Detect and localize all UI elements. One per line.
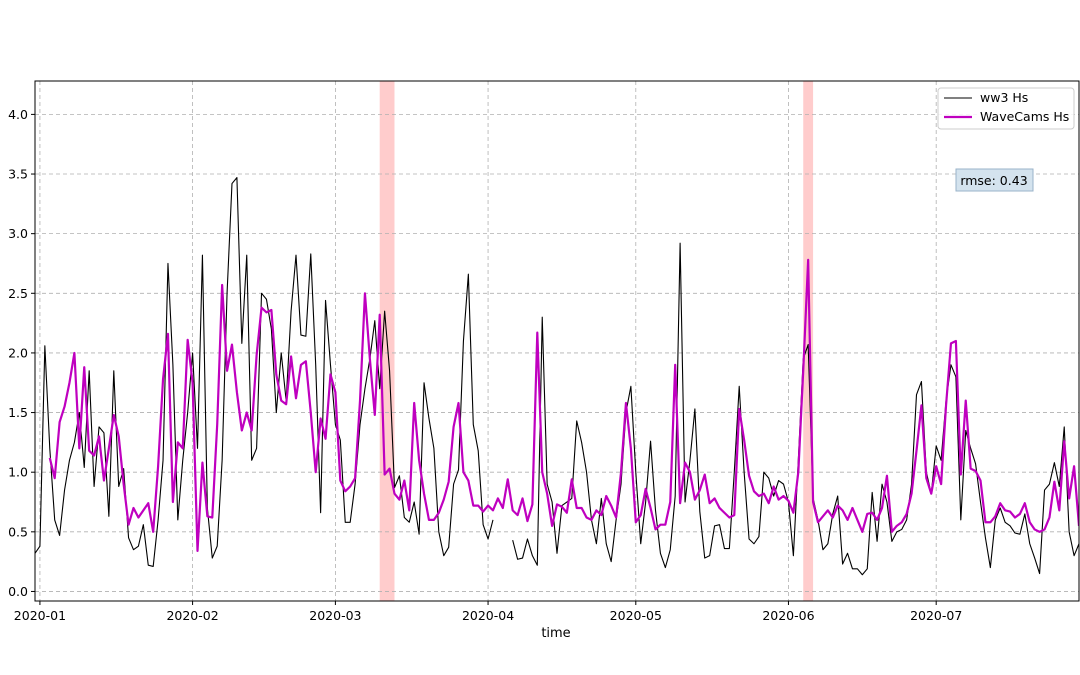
rmse-annotation-box [955,168,1034,192]
highlight-span-2 [803,81,814,601]
y-tick-label: 4.0 [8,107,28,122]
rmse-annotation: rmse: 0.43 [955,168,1034,192]
x-axis-label: time [541,626,570,641]
legend: ww3 Hs WaveCams Hs [937,87,1075,130]
y-tick-label: 2.0 [8,345,28,360]
y-tick-label: 3.5 [8,167,28,182]
x-tick-label: 2020-05 [610,608,662,623]
grid-lines [35,81,1079,601]
x-tick-label: 2020-03 [309,608,361,623]
series-lines [35,177,1079,576]
x-axis: 2020-01 2020-02 2020-03 2020-04 2020-05 2020-… [14,601,962,623]
y-axis: 0.0 0.5 1.0 1.5 2.0 2.5 3.0 3.5 4.0 [8,107,35,599]
x-tick-label: 2020-06 [762,608,814,623]
x-tick-label: 2020-04 [462,608,514,623]
y-tick-label: 3.0 [8,226,28,241]
y-tick-label: 0.0 [8,584,28,599]
y-tick-label: 1.5 [8,405,28,420]
y-tick-label: 1.0 [8,465,28,480]
x-tick-label: 2020-01 [14,608,66,623]
rmse-annotation-text: rmse: 0.43 [960,173,1027,188]
x-tick-label: 2020-07 [910,608,962,623]
plot-area-frame [34,80,1080,602]
y-tick-label: 2.5 [8,286,28,301]
y-tick-label: 0.5 [8,524,28,539]
legend-label-wavecams: WaveCams Hs [980,109,1069,124]
series-line-wavecams-hs [48,258,1079,553]
legend-label-ww3: ww3 Hs [980,90,1028,105]
x-tick-label: 2020-02 [166,608,218,623]
series-line-ww3-hs [35,177,1079,576]
